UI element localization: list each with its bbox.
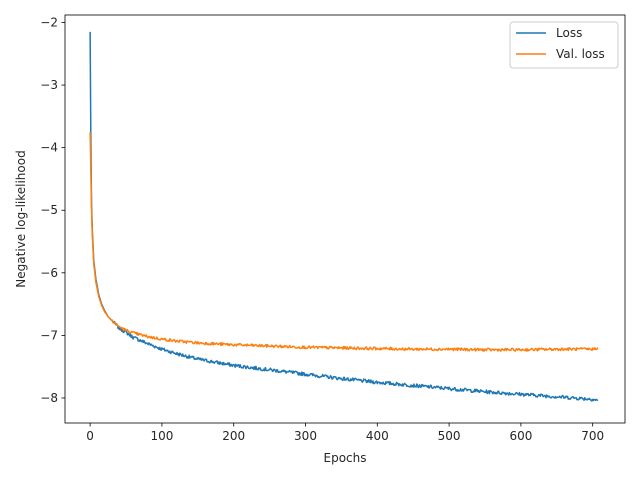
x-tick-label: 700 bbox=[581, 429, 604, 443]
x-tick-label: 0 bbox=[86, 429, 94, 443]
y-tick-label: −7 bbox=[40, 328, 58, 342]
legend: Loss Val. loss bbox=[509, 21, 619, 69]
y-axis-label: Negative log-likelihood bbox=[14, 150, 28, 287]
series-line-val-loss bbox=[89, 132, 599, 352]
y-tick-label: −5 bbox=[40, 203, 58, 217]
y-tick-label: −2 bbox=[40, 16, 58, 30]
axes-frame bbox=[64, 14, 626, 424]
y-tick-label: −4 bbox=[40, 141, 58, 155]
x-axis-label: Epochs bbox=[324, 451, 367, 465]
x-tick-label: 300 bbox=[294, 429, 317, 443]
legend-label: Loss bbox=[556, 26, 582, 40]
y-tick-label: −3 bbox=[40, 78, 58, 92]
x-tick-label: 100 bbox=[150, 429, 173, 443]
y-tick-label: −6 bbox=[40, 266, 58, 280]
x-tick-label: 500 bbox=[438, 429, 461, 443]
legend-label: Val. loss bbox=[556, 47, 605, 61]
series-line-loss bbox=[89, 31, 599, 402]
axes: 0 100 200 300 400 500 600 700 −8 −7 −6 −5 −4 −3 −2 Epoc… bbox=[14, 14, 626, 465]
x-tick-label: 200 bbox=[222, 429, 245, 443]
x-tick-label: 600 bbox=[509, 429, 532, 443]
plot-area bbox=[89, 31, 599, 402]
y-tick-label: −8 bbox=[40, 391, 58, 405]
x-tick-label: 400 bbox=[366, 429, 389, 443]
